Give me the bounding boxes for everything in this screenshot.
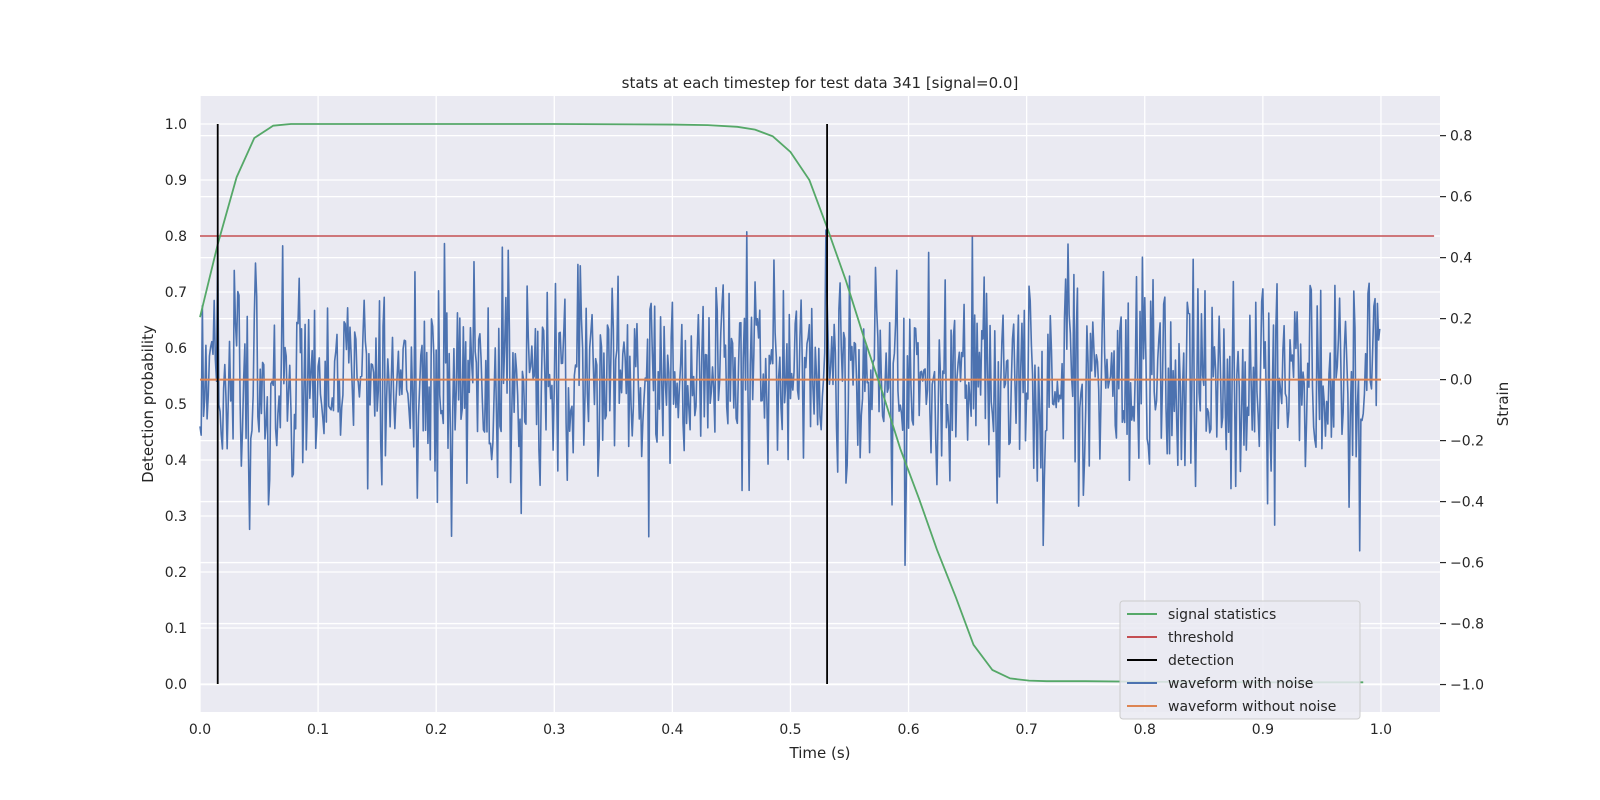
y-left-tick-label: 0.4: [165, 453, 187, 469]
legend-label-waveform-without-noise: waveform without noise: [1168, 699, 1336, 715]
x-tick-label: 1.0: [1370, 722, 1392, 738]
y-right-tick-label: 0.4: [1450, 251, 1472, 267]
y-left-tick-label: 0.0: [165, 677, 187, 693]
x-tick-label: 0.2: [425, 722, 447, 738]
y-right-tick-label: 0.0: [1450, 373, 1472, 389]
legend-item-threshold: threshold: [1127, 630, 1234, 646]
x-tick-label: 0.5: [779, 722, 801, 738]
x-tick-label: 0.4: [661, 722, 683, 738]
chart-title: stats at each timestep for test data 341…: [622, 74, 1019, 92]
y-right-tick-label: −1.0: [1450, 678, 1484, 694]
legend-label-signal-statistics: signal statistics: [1168, 607, 1276, 623]
x-tick-label: 0.0: [189, 722, 211, 738]
x-tick-label: 0.6: [897, 722, 919, 738]
y-axis-left-label: Detection probability: [139, 325, 157, 483]
y-left-tick-label: 0.7: [165, 285, 187, 301]
y-right-tick-label: −0.4: [1450, 495, 1484, 511]
legend-item-detection: detection: [1127, 653, 1234, 669]
series-waveform-with-noise: [199, 229, 1381, 566]
y-left-tick-label: 0.6: [165, 341, 187, 357]
axes: 0.0 0.1 0.2 0.3 0.4 0.5 0.6 0.7 0.8 0.9 1.0 0.0 0.1 0…: [165, 117, 1484, 738]
y-left-tick-label: 0.2: [165, 565, 187, 581]
y-right-tick-label: 0.2: [1450, 312, 1472, 328]
x-axis-label: Time (s): [789, 744, 851, 762]
legend-label-waveform-with-noise: waveform with noise: [1168, 676, 1313, 692]
y-right-tick-label: 0.8: [1450, 129, 1472, 145]
y-right-tick-label: −0.8: [1450, 617, 1484, 633]
legend-box: [1119, 600, 1361, 720]
y-left-tick-label: 1.0: [165, 117, 187, 133]
y-right-tick-label: 0.6: [1450, 190, 1472, 206]
y-right-tick-label: −0.2: [1450, 434, 1484, 450]
series-layer: [199, 123, 1435, 684]
x-tick-label: 0.7: [1016, 722, 1038, 738]
legend-item-waveform-without-noise: waveform without noise: [1127, 699, 1336, 715]
y-left-tick-label: 0.8: [165, 229, 187, 245]
x-tick-label: 0.9: [1252, 722, 1274, 738]
y-left-tick-label: 0.1: [165, 621, 187, 637]
x-tick-label: 0.3: [543, 722, 565, 738]
legend-label-detection: detection: [1168, 653, 1234, 669]
legend-item-waveform-with-noise: waveform with noise: [1127, 676, 1313, 692]
legend-item-signal-statistics: signal statistics: [1127, 607, 1276, 623]
y-left-tick-label: 0.9: [165, 173, 187, 189]
y-left-tick-label: 0.3: [165, 509, 187, 525]
x-tick-label: 0.1: [307, 722, 329, 738]
x-tick-label: 0.8: [1134, 722, 1156, 738]
y-right-tick-label: −0.6: [1450, 556, 1484, 572]
y-left-tick-label: 0.5: [165, 397, 187, 413]
legend: signal statistics threshold detection wa…: [1119, 600, 1361, 720]
legend-label-threshold: threshold: [1168, 630, 1234, 646]
y-axis-right-label: Strain: [1494, 382, 1512, 426]
